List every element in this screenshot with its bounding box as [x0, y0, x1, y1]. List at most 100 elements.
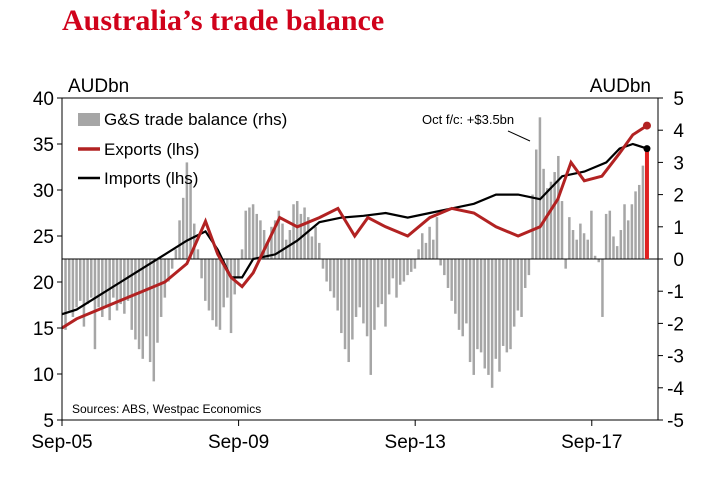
- balance-bar: [557, 155, 560, 259]
- right-tick-label: 5: [673, 89, 684, 110]
- right-tick-label: -2: [667, 314, 684, 335]
- balance-bar: [553, 172, 556, 259]
- balance-bar: [380, 259, 384, 305]
- balance-bars: [64, 117, 648, 388]
- balance-bar: [454, 259, 457, 314]
- balance-bar: [314, 226, 317, 259]
- legend: G&S trade balance (rhs) Exports (lhs) Im…: [78, 110, 287, 188]
- balance-bar: [93, 259, 97, 350]
- balance-bar: [409, 259, 413, 272]
- balance-bar: [494, 259, 498, 359]
- balance-bar: [634, 191, 637, 259]
- balance-bar: [516, 259, 520, 311]
- annotation-pointer: [507, 130, 531, 142]
- balance-bar: [376, 259, 380, 308]
- right-tick-label: -4: [667, 379, 684, 400]
- balance-bar: [579, 223, 582, 259]
- balance-bar: [86, 259, 89, 305]
- right-axis: 5 4 3 2 1 0 -1 -2 -3 -4 -5: [658, 89, 684, 432]
- balance-bar: [167, 259, 170, 282]
- balance-bar: [542, 168, 545, 259]
- balance-bar: [295, 201, 299, 259]
- balance-bar: [321, 259, 325, 269]
- balance-bar: [549, 181, 553, 259]
- right-tick-label: -1: [667, 282, 684, 303]
- balance-bar: [101, 259, 104, 317]
- balance-bar: [67, 259, 71, 311]
- balance-bar: [307, 217, 310, 259]
- x-axis: Sep-05 Sep-09 Sep-13 Sep-17: [31, 420, 622, 453]
- x-tick-label: Sep-17: [561, 432, 622, 453]
- balance-bar: [472, 259, 475, 375]
- balance-bar: [615, 246, 619, 259]
- balance-bar: [207, 259, 211, 311]
- balance-bar: [248, 207, 251, 259]
- source-note: Sources: ABS, Westpac Economics: [72, 402, 261, 416]
- balance-bar: [204, 259, 207, 301]
- balance-bar: [259, 220, 262, 259]
- balance-bar: [211, 259, 214, 321]
- left-tick-label: 10: [33, 365, 54, 386]
- balance-bar: [292, 204, 295, 259]
- right-tick-label: 0: [673, 250, 684, 271]
- balance-bar: [538, 117, 542, 259]
- balance-bar: [123, 259, 126, 314]
- left-tick-label: 25: [33, 227, 54, 248]
- balance-bar: [535, 149, 538, 259]
- balance-bar: [568, 217, 571, 259]
- balance-bar: [604, 213, 608, 259]
- balance-bar: [222, 259, 225, 308]
- balance-bar: [343, 259, 347, 350]
- left-tick-label: 15: [33, 319, 54, 340]
- legend-imports-label: Imports (lhs): [104, 169, 198, 188]
- balance-bar: [284, 239, 288, 259]
- balance-bar: [244, 210, 247, 259]
- balance-bar: [421, 233, 424, 259]
- left-axis: 40 35 30 25 20 15 10 5: [33, 89, 62, 432]
- right-tick-label: -5: [667, 411, 684, 432]
- legend-balance-swatch: [78, 113, 100, 126]
- right-tick-label: 1: [673, 218, 684, 239]
- balance-bar: [200, 259, 203, 279]
- balance-bar: [571, 230, 575, 259]
- x-tick-label: Sep-13: [385, 432, 446, 453]
- right-tick-label: 3: [673, 153, 684, 174]
- balance-bar: [281, 223, 284, 259]
- balance-bar: [443, 259, 446, 276]
- x-tick-label: Sep-09: [208, 432, 269, 453]
- balance-bar: [531, 194, 534, 259]
- balance-bar: [112, 259, 115, 298]
- balance-bar: [174, 249, 178, 259]
- right-tick-label: 4: [673, 121, 684, 142]
- left-tick-label: 40: [33, 89, 54, 110]
- exports-line: [61, 124, 648, 330]
- balance-bar: [527, 259, 531, 276]
- balance-bar: [255, 213, 259, 259]
- left-tick-label: 5: [43, 411, 54, 432]
- balance-bar: [277, 210, 281, 259]
- balance-bar: [457, 259, 461, 330]
- balance-bar: [637, 184, 641, 259]
- balance-bar: [601, 259, 604, 317]
- balance-bar: [417, 249, 420, 259]
- balance-bar: [185, 162, 189, 259]
- balance-bar: [71, 259, 75, 317]
- balance-bar: [641, 165, 645, 259]
- balance-bar: [520, 259, 523, 317]
- balance-bar: [413, 259, 417, 269]
- balance-bar: [586, 239, 589, 259]
- balance-bar: [170, 259, 174, 269]
- balance-bar: [218, 259, 222, 330]
- balance-bar: [262, 230, 266, 259]
- balance-bar: [483, 259, 487, 369]
- balance-bar: [354, 259, 358, 317]
- balance-bar: [512, 259, 516, 327]
- balance-bar: [432, 239, 435, 259]
- balance-bar: [612, 236, 615, 259]
- balance-bar: [189, 181, 192, 259]
- balance-bar: [597, 259, 601, 263]
- balance-bar: [325, 259, 328, 282]
- balance-bar: [476, 259, 479, 350]
- balance-bar: [505, 259, 509, 353]
